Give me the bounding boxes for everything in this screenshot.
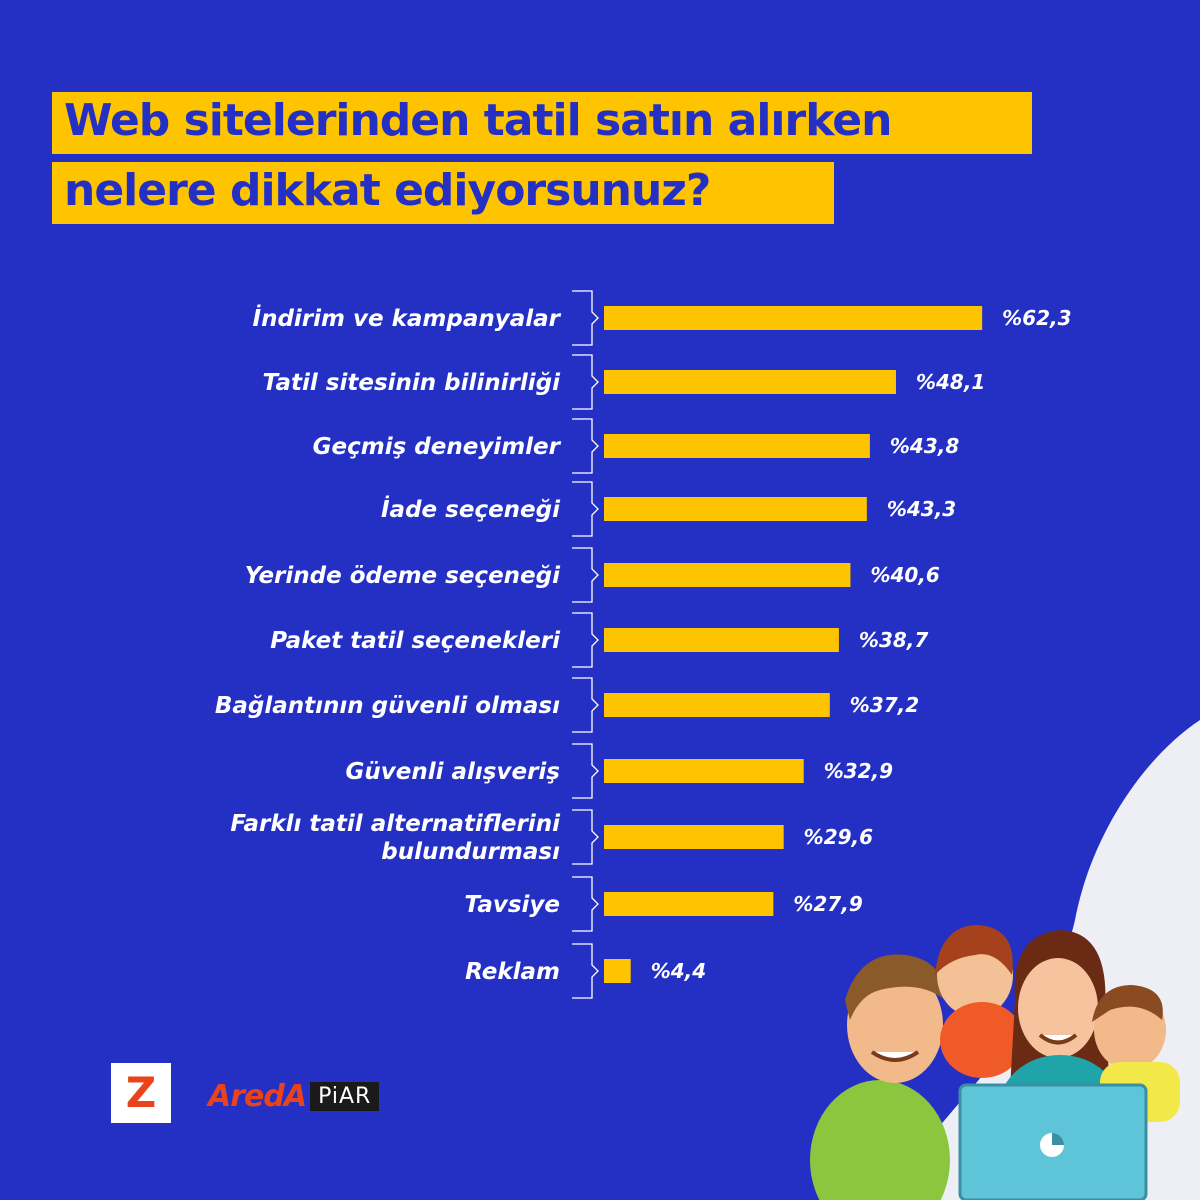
value-label-tatil-sitesinin-bilinirligi: %48,1 bbox=[916, 370, 985, 394]
category-label-guvenli-alisveris: Güvenli alışveriş bbox=[346, 759, 560, 785]
value-label-tavsiye: %27,9 bbox=[793, 892, 862, 916]
bar-iade-secenegi bbox=[604, 497, 867, 521]
category-label-tatil-sitesinin-bilinirligi: Tatil sitesinin bilinirliği bbox=[263, 370, 562, 396]
value-label-paket-tatil-secenekleri: %38,7 bbox=[859, 628, 928, 652]
value-label-farkli-tatil-alternatiflerini-bulundurmasi: %29,6 bbox=[804, 825, 873, 849]
category-label-tavsiye: Tavsiye bbox=[464, 892, 560, 918]
bracket-baglantinin-guvenli-olmasi bbox=[572, 677, 599, 733]
value-label-yerinde-odeme-secenegi: %40,6 bbox=[870, 563, 939, 587]
category-label-yerinde-odeme-secenegi: Yerinde ödeme seçeneği bbox=[245, 563, 561, 589]
bracket-guvenli-alisveris bbox=[572, 743, 599, 799]
bracket-reklam bbox=[572, 943, 599, 999]
value-label-baglantinin-guvenli-olmasi: %37,2 bbox=[850, 693, 919, 717]
bar-tavsiye bbox=[604, 892, 774, 916]
value-label-guvenli-alisveris: %32,9 bbox=[824, 759, 893, 783]
z-logo-letter: Z bbox=[125, 1068, 157, 1117]
piar-logo-text: PiAR bbox=[310, 1081, 380, 1111]
bar-farkli-tatil-alternatiflerini-bulundurmasi bbox=[604, 825, 784, 849]
areda-piar-logo: AredA PiAR bbox=[208, 1078, 380, 1114]
bar-baglantinin-guvenli-olmasi bbox=[604, 693, 830, 717]
category-label-iade-secenegi: İade seçeneği bbox=[381, 495, 561, 523]
value-label-indirim-ve-kampanyalar: %62,3 bbox=[1002, 306, 1071, 330]
bar-indirim-ve-kampanyalar bbox=[604, 306, 983, 330]
bar-guvenli-alisveris bbox=[604, 759, 804, 783]
bracket-indirim-ve-kampanyalar bbox=[572, 290, 599, 346]
family-laptop-illustration bbox=[810, 925, 1180, 1200]
bar-reklam bbox=[604, 959, 631, 983]
bar-tatil-sitesinin-bilinirligi bbox=[604, 370, 896, 394]
value-label-reklam: %4,4 bbox=[651, 959, 706, 983]
title-line-2: nelere dikkat ediyorsunuz? bbox=[52, 162, 834, 224]
category-label-baglantinin-guvenli-olmasi: Bağlantının güvenli olması bbox=[215, 693, 560, 719]
bracket-yerinde-odeme-secenegi bbox=[572, 547, 599, 603]
value-label-iade-secenegi: %43,3 bbox=[887, 497, 956, 521]
bracket-tatil-sitesinin-bilinirligi bbox=[572, 354, 599, 410]
category-label-indirim-ve-kampanyalar: İndirim ve kampanyalar bbox=[253, 304, 562, 332]
bar-gecmis-deneyimler bbox=[604, 434, 870, 458]
areda-logo-text: AredA bbox=[208, 1078, 307, 1114]
bracket-paket-tatil-secenekleri bbox=[572, 612, 599, 668]
category-label-paket-tatil-secenekleri: Paket tatil seçenekleri bbox=[270, 628, 561, 654]
category-label-gecmis-deneyimler: Geçmiş deneyimler bbox=[313, 434, 562, 460]
category-label-reklam: Reklam bbox=[465, 959, 560, 985]
bracket-tavsiye bbox=[572, 876, 599, 932]
bracket-farkli-tatil-alternatiflerini-bulundurmasi bbox=[572, 809, 599, 865]
bracket-gecmis-deneyimler bbox=[572, 418, 599, 474]
bar-yerinde-odeme-secenegi bbox=[604, 563, 851, 587]
bracket-iade-secenegi bbox=[572, 481, 599, 537]
title-line-1: Web sitelerinden tatil satın alırken bbox=[52, 92, 1032, 154]
bar-paket-tatil-secenekleri bbox=[604, 628, 839, 652]
category-label-farkli-tatil-alternatiflerini-bulundurmasi: Farklı tatil alternatiflerini bulundurmas… bbox=[230, 811, 561, 865]
value-label-gecmis-deneyimler: %43,8 bbox=[890, 434, 959, 458]
z-logo: Z bbox=[111, 1063, 171, 1123]
